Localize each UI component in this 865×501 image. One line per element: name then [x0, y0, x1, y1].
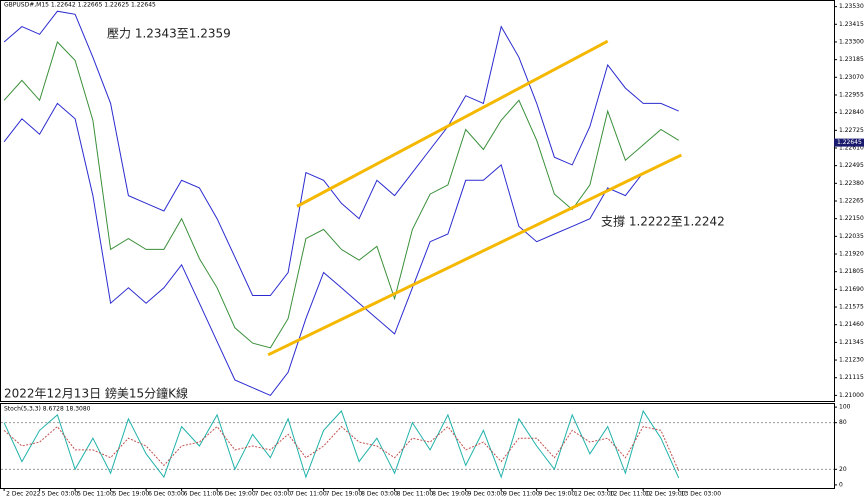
- y-tick-label: 1.22035: [839, 233, 864, 240]
- y-tick-label: 1.21230: [839, 357, 864, 364]
- x-tick-label: 8 Dec 19:00: [432, 491, 469, 498]
- x-tick-label: 7 Dec 03:00: [255, 491, 292, 498]
- y-tick-label: 1.22495: [839, 162, 864, 169]
- current-price-box: [834, 138, 864, 147]
- series-line: [3, 41, 679, 349]
- y-tick-label: 0: [839, 481, 843, 488]
- x-tick-label: 5 Dec 19:00: [113, 491, 150, 498]
- y-tick-label: 1.21690: [839, 286, 864, 293]
- stoch-header: Stoch(5,3,3) 8.6728 18.3080: [4, 406, 91, 413]
- x-tick-label: 9 Dec 03:00: [468, 491, 505, 498]
- y-tick-label: 1.21115: [839, 374, 864, 381]
- x-tick-label: 6 Dec 11:00: [184, 491, 221, 498]
- channel-line: [267, 153, 682, 357]
- y-tick-label: 1.22955: [839, 91, 864, 98]
- y-tick-label: 1.23070: [839, 74, 864, 81]
- y-tick-label: 1.23185: [839, 56, 864, 63]
- stoch-panel: [0, 403, 835, 489]
- y-tick-label: 80: [839, 419, 847, 426]
- y-tick-label: 1.23530: [839, 3, 864, 10]
- x-tick-label: 9 Dec 19:00: [539, 491, 576, 498]
- current-price-label: 1.22645: [837, 139, 862, 146]
- x-tick-label: 8 Dec 03:00: [361, 491, 398, 498]
- y-tick-label: 1.21575: [839, 304, 864, 311]
- y-tick-label: 1.22380: [839, 180, 864, 187]
- y-tick-label: 1.22840: [839, 109, 864, 116]
- x-tick-label: 13 Dec 03:00: [681, 491, 722, 498]
- y-tick-label: 1.22610: [839, 144, 864, 151]
- channel-line: [296, 39, 609, 208]
- x-tick-label: 6 Dec 19:00: [219, 491, 256, 498]
- y-tick-label: 20: [839, 466, 847, 473]
- y-tick-label: 1.22265: [839, 198, 864, 205]
- symbol-header: GBPUSD#,M15 1.22642 1.22665 1.22625 1.22…: [4, 2, 156, 9]
- x-tick-label: 5 Dec 03:00: [42, 491, 79, 498]
- x-tick-label: 2 Dec 2022: [6, 491, 41, 498]
- support-note: 支撐 1.2222至1.2242: [601, 215, 725, 229]
- y-tick-label: 1.22725: [839, 127, 864, 134]
- x-tick-label: 7 Dec 19:00: [326, 491, 363, 498]
- chart-caption: 2022年12月13日 鎊美15分鐘K線: [4, 386, 188, 401]
- x-tick-label: 8 Dec 11:00: [397, 491, 434, 498]
- y-tick-label: 1.21345: [839, 339, 864, 346]
- series-line: [3, 409, 680, 479]
- x-tick-label: 12 Dec 19:00: [645, 491, 686, 498]
- y-tick-label: 1.22150: [839, 215, 864, 222]
- x-tick-label: 9 Dec 11:00: [503, 491, 540, 498]
- resistance-note: 壓力 1.2343至1.2359: [107, 27, 231, 41]
- x-tick-label: 5 Dec 11:00: [77, 491, 114, 498]
- y-tick-label: 1.21805: [839, 268, 864, 275]
- x-tick-label: 12 Dec 03:00: [574, 491, 615, 498]
- y-tick-label: 100: [839, 404, 851, 411]
- y-tick-label: 1.21000: [839, 392, 864, 399]
- x-tick-label: 7 Dec 11:00: [290, 491, 327, 498]
- series-line: [3, 10, 679, 296]
- y-tick-label: 1.21460: [839, 321, 864, 328]
- x-tick-label: 6 Dec 03:00: [148, 491, 185, 498]
- x-tick-label: 12 Dec 11:00: [610, 491, 651, 498]
- series-line: [3, 425, 680, 472]
- y-tick-label: 1.23300: [839, 38, 864, 45]
- series-line: [3, 102, 679, 397]
- y-tick-label: 1.23415: [839, 21, 864, 28]
- y-tick-label: 1.21920: [839, 251, 864, 258]
